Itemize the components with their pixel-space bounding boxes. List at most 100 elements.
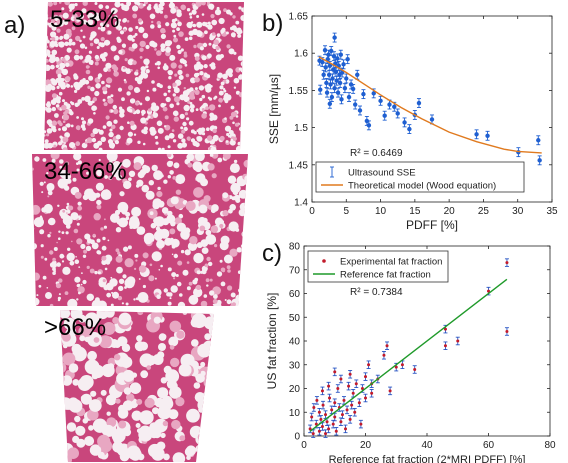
fat-vacuole bbox=[84, 95, 91, 103]
fat-vacuole bbox=[228, 208, 233, 214]
fat-vacuole bbox=[209, 355, 214, 369]
fat-vacuole bbox=[123, 246, 129, 252]
fat-vacuole bbox=[211, 32, 216, 36]
fat-vacuole bbox=[195, 2, 202, 7]
histology-label-low: 5-33% bbox=[50, 6, 120, 33]
fat-vacuole bbox=[113, 55, 120, 61]
fat-vacuole bbox=[87, 100, 93, 106]
fat-vacuole bbox=[44, 35, 48, 39]
fat-vacuole bbox=[229, 450, 239, 460]
data-point bbox=[326, 72, 332, 77]
fat-vacuole bbox=[44, 24, 48, 28]
fat-vacuole bbox=[126, 393, 135, 402]
data-point bbox=[332, 35, 337, 40]
fat-vacuole bbox=[247, 94, 250, 97]
fat-vacuole bbox=[102, 21, 108, 27]
fat-vacuole bbox=[153, 444, 161, 451]
fat-vacuole bbox=[60, 382, 64, 398]
fat-vacuole bbox=[245, 297, 248, 302]
fat-vacuole bbox=[128, 108, 133, 113]
panel-a-letter: a) bbox=[4, 12, 26, 39]
fat-vacuole bbox=[74, 415, 81, 423]
fat-vacuole bbox=[216, 6, 220, 10]
fat-vacuole bbox=[156, 191, 163, 198]
fat-vacuole bbox=[133, 133, 137, 136]
fat-vacuole bbox=[195, 173, 206, 183]
fat-vacuole bbox=[113, 436, 121, 444]
fat-vacuole bbox=[118, 420, 127, 429]
fat-vacuole bbox=[164, 135, 170, 141]
fat-vacuole bbox=[165, 46, 171, 53]
fat-vacuole bbox=[151, 447, 165, 461]
fat-vacuole bbox=[69, 254, 73, 258]
fat-vacuole bbox=[167, 375, 176, 383]
data-point bbox=[319, 417, 323, 421]
fat-vacuoles bbox=[41, 2, 250, 150]
fat-vacuole bbox=[222, 210, 229, 217]
fat-vacuole bbox=[50, 64, 55, 70]
fat-vacuole bbox=[170, 62, 177, 69]
fat-vacuole bbox=[238, 67, 243, 71]
fat-vacuole bbox=[162, 64, 169, 71]
fat-vacuole bbox=[138, 425, 152, 439]
fat-vacuole bbox=[154, 48, 157, 51]
fat-vacuole bbox=[87, 191, 97, 202]
data-point bbox=[340, 413, 344, 417]
fat-vacuole bbox=[71, 102, 75, 106]
x-tick-label: 35 bbox=[546, 206, 558, 217]
fat-vacuole bbox=[241, 290, 244, 293]
fat-vacuole bbox=[212, 238, 216, 243]
fat-vacuole bbox=[66, 422, 77, 432]
fat-vacuole bbox=[106, 417, 117, 428]
fat-vacuole bbox=[246, 248, 248, 258]
fat-vacuole bbox=[182, 269, 189, 276]
fat-vacuole bbox=[170, 22, 177, 29]
fat-vacuole bbox=[227, 285, 233, 291]
fat-vacuole bbox=[205, 106, 210, 110]
fat-vacuole bbox=[59, 135, 63, 139]
fat-vacuole bbox=[51, 158, 56, 163]
data-point bbox=[324, 413, 328, 417]
r-squared-annotation: R² = 0.6469 bbox=[350, 148, 403, 159]
fat-vacuole bbox=[116, 266, 123, 274]
data-point bbox=[359, 422, 363, 426]
fat-vacuole bbox=[139, 47, 144, 52]
fat-vacuole bbox=[183, 95, 190, 103]
fat-vacuole bbox=[206, 284, 209, 287]
data-point bbox=[394, 365, 398, 369]
fat-vacuole bbox=[242, 34, 244, 41]
fat-vacuole bbox=[168, 76, 172, 80]
fat-vacuole bbox=[58, 41, 65, 48]
fat-vacuole bbox=[41, 62, 44, 65]
fat-vacuole bbox=[155, 141, 159, 145]
fat-vacuole bbox=[80, 393, 92, 405]
fat-vacuole bbox=[149, 263, 153, 267]
fat-vacuole bbox=[35, 453, 48, 463]
fat-vacuole bbox=[100, 37, 105, 42]
fat-vacuole bbox=[46, 102, 51, 108]
fat-vacuole bbox=[239, 126, 244, 132]
fat-vacuole bbox=[119, 125, 124, 131]
fat-vacuole bbox=[238, 92, 244, 98]
fat-vacuole bbox=[197, 292, 202, 296]
data-point bbox=[364, 396, 367, 400]
data-point bbox=[327, 101, 333, 106]
fat-vacuole bbox=[193, 64, 199, 69]
fat-vacuole bbox=[158, 269, 161, 271]
fat-vacuole bbox=[176, 44, 181, 50]
fat-vacuole bbox=[57, 106, 61, 110]
fat-vacuole bbox=[70, 85, 74, 88]
fat-vacuole bbox=[194, 392, 206, 403]
fat-vacuole bbox=[246, 117, 249, 120]
fat-vacuole bbox=[171, 244, 176, 249]
fat-vacuole bbox=[142, 252, 149, 259]
fat-vacuole bbox=[55, 104, 60, 108]
fat-vacuole bbox=[245, 438, 252, 445]
fat-vacuole bbox=[177, 260, 183, 266]
fat-vacuole bbox=[195, 373, 205, 383]
fat-vacuole bbox=[41, 207, 47, 213]
fat-vacuole bbox=[146, 89, 150, 93]
data-point bbox=[353, 410, 357, 414]
fat-vacuole bbox=[172, 110, 179, 117]
fat-vacuole bbox=[139, 102, 143, 106]
